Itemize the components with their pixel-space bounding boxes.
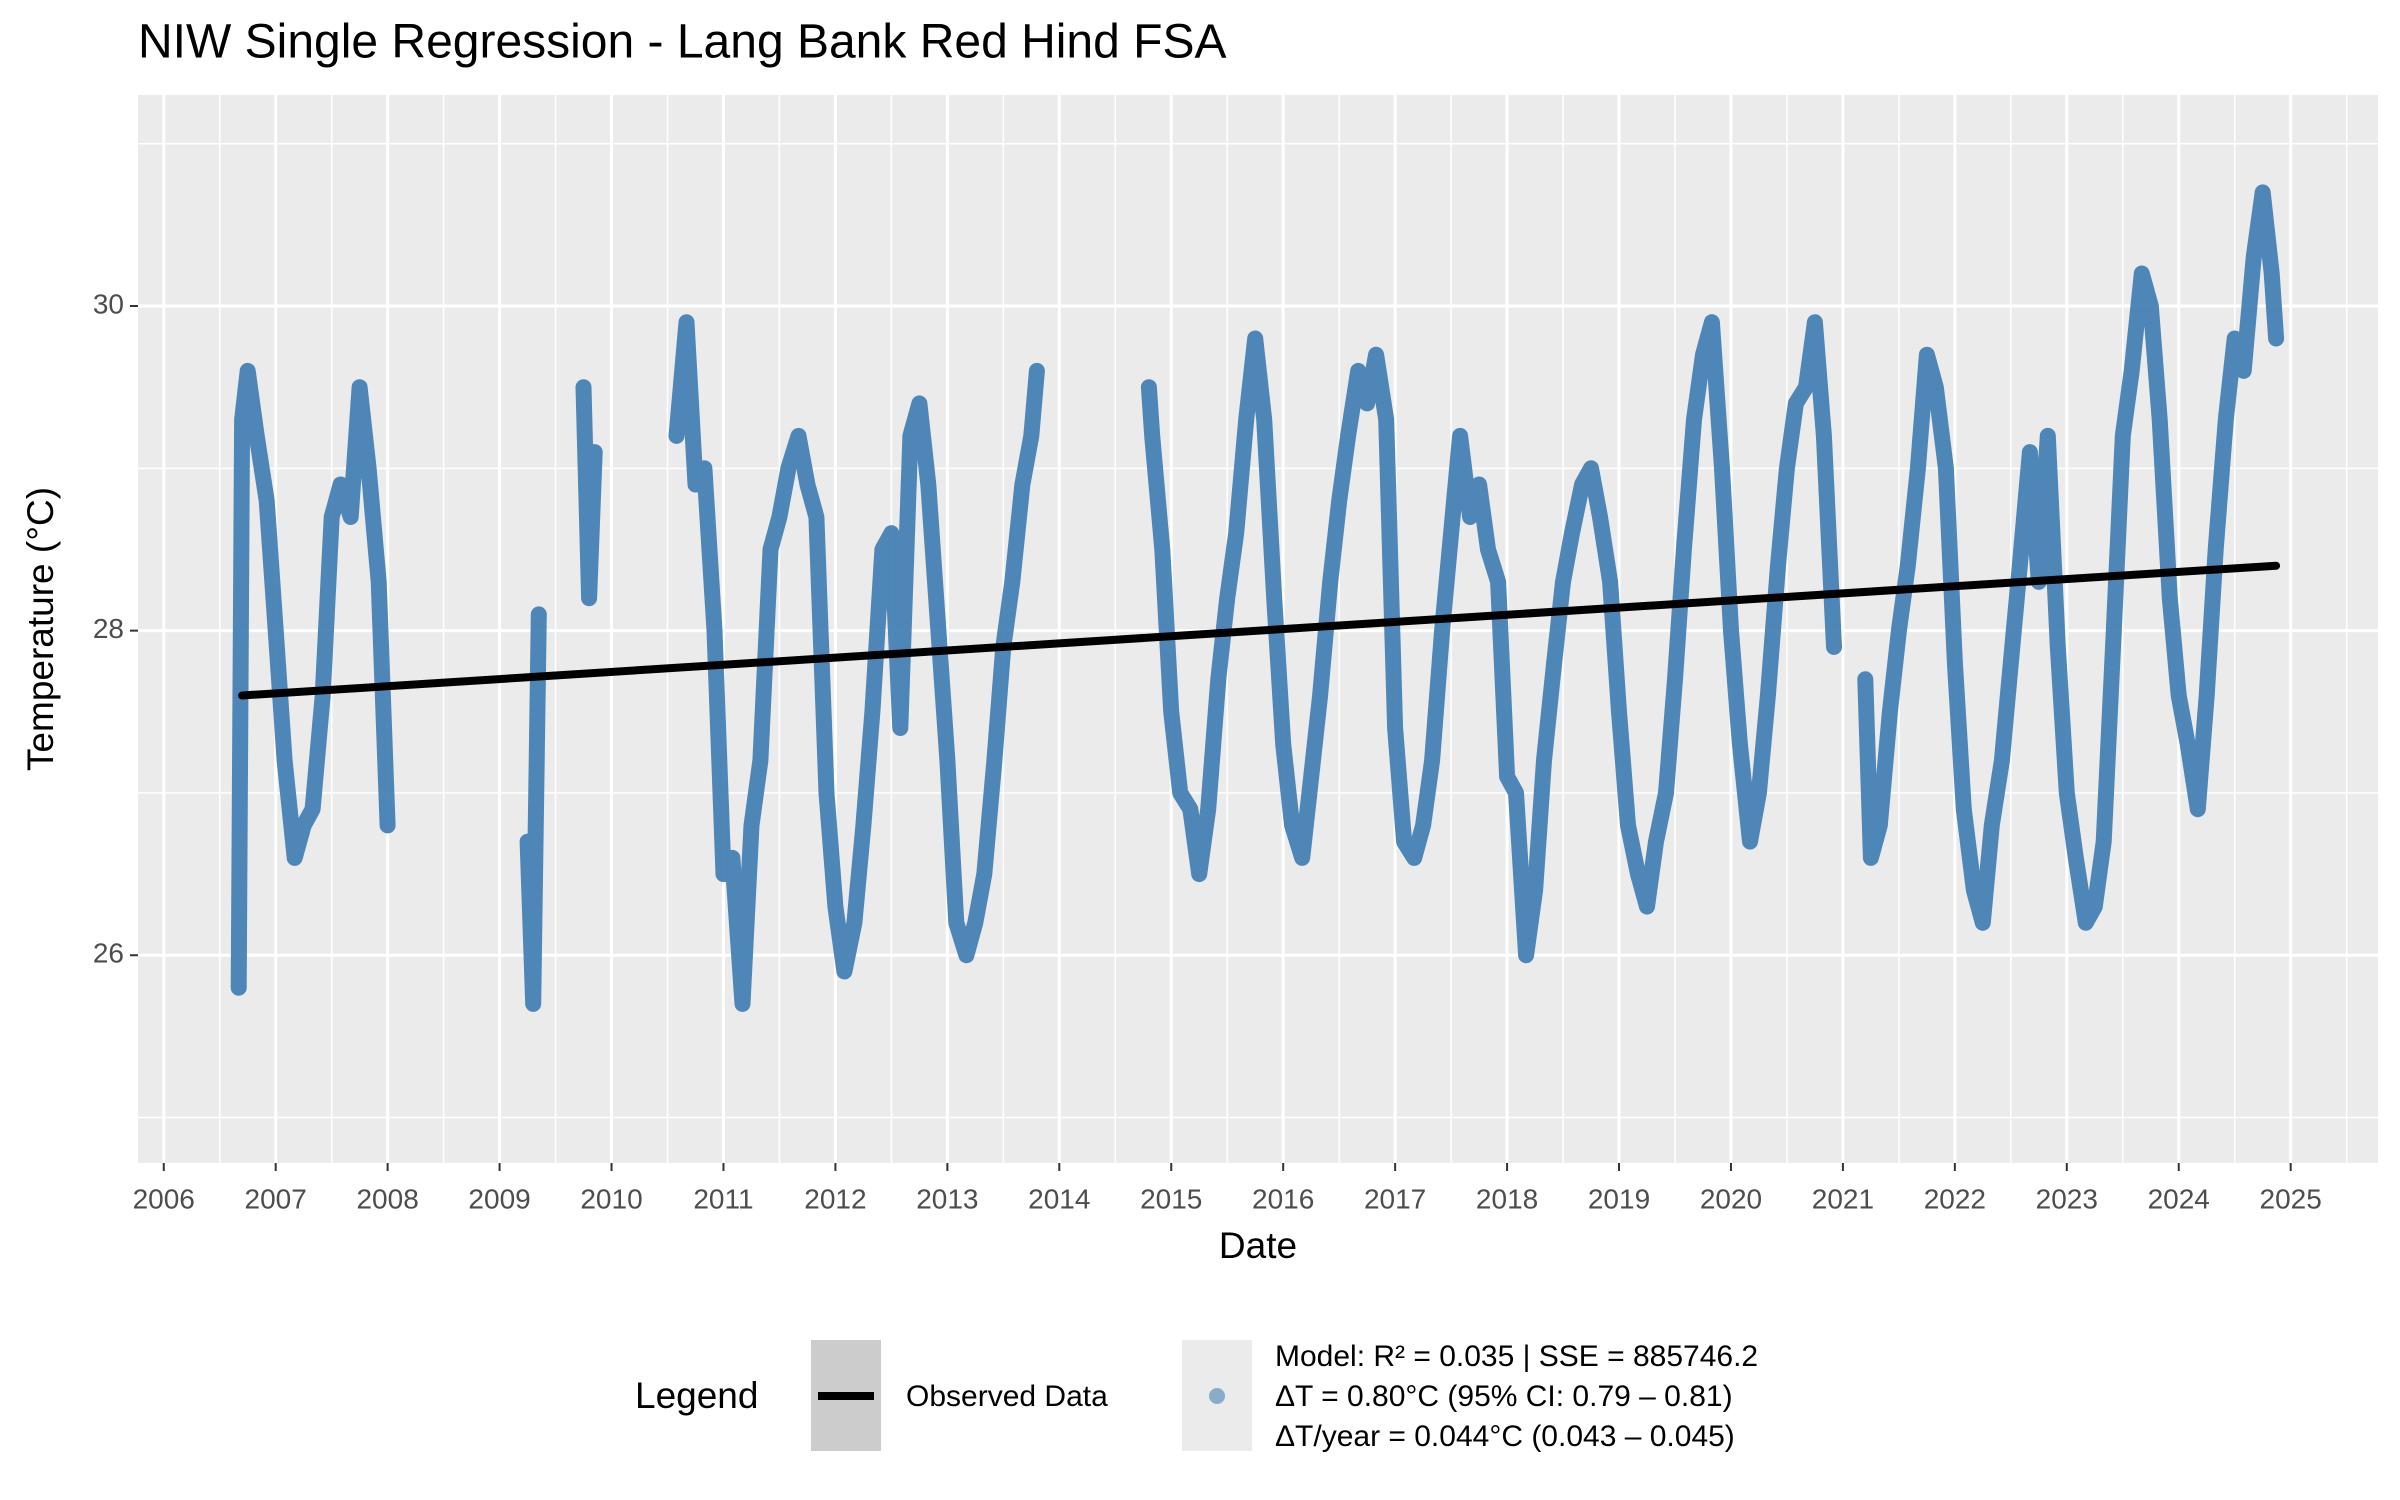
x-tick-label: 2021 bbox=[1812, 1183, 1874, 1214]
x-tick-label: 2015 bbox=[1140, 1183, 1202, 1214]
x-tick-label: 2023 bbox=[2036, 1183, 2098, 1214]
legend: Legend Observed Data Model: R² = 0.035 |… bbox=[635, 1340, 1758, 1453]
x-tick-label: 2011 bbox=[693, 1183, 753, 1214]
x-tick-label: 2006 bbox=[133, 1183, 195, 1214]
plot-panel bbox=[138, 95, 2378, 1163]
chart-title: NIW Single Regression - Lang Bank Red Hi… bbox=[138, 16, 1227, 69]
legend-label: ΔT/year = 0.044°C (0.043 – 0.045) bbox=[1275, 1420, 1735, 1453]
x-tick-label: 2025 bbox=[2260, 1183, 2322, 1214]
y-tick-label: 28 bbox=[93, 613, 124, 644]
x-tick-label: 2012 bbox=[804, 1183, 866, 1214]
x-tick-label: 2019 bbox=[1588, 1183, 1650, 1214]
y-tick-label: 26 bbox=[93, 938, 124, 969]
x-tick-label: 2007 bbox=[245, 1183, 307, 1214]
x-tick-label: 2013 bbox=[916, 1183, 978, 1214]
x-tick-label: 2017 bbox=[1364, 1183, 1426, 1214]
x-tick-label: 2010 bbox=[580, 1183, 642, 1214]
x-tick-label: 2009 bbox=[468, 1183, 530, 1214]
trend-line bbox=[238, 561, 2281, 700]
legend-label: Observed Data bbox=[906, 1380, 1108, 1413]
x-axis-title: Date bbox=[1219, 1225, 1297, 1266]
legend-title: Legend bbox=[635, 1375, 758, 1416]
y-tick-label: 30 bbox=[93, 288, 124, 319]
x-tick-label: 2020 bbox=[1700, 1183, 1762, 1214]
legend-label: ΔT = 0.80°C (95% CI: 0.79 – 0.81) bbox=[1275, 1380, 1733, 1413]
x-tick-label: 2008 bbox=[356, 1183, 418, 1214]
x-tick-label: 2016 bbox=[1252, 1183, 1314, 1214]
legend-label: Model: R² = 0.035 | SSE = 885746.2 bbox=[1275, 1340, 1758, 1373]
x-tick-label: 2024 bbox=[2148, 1183, 2210, 1214]
x-tick-label: 2018 bbox=[1476, 1183, 1538, 1214]
x-tick-label: 2014 bbox=[1028, 1183, 1090, 1214]
y-axis-title: Temperature (°C) bbox=[20, 487, 61, 771]
x-tick-label: 2022 bbox=[1924, 1183, 1986, 1214]
legend-point bbox=[1209, 1388, 1225, 1404]
observed-data bbox=[230, 184, 2285, 1012]
